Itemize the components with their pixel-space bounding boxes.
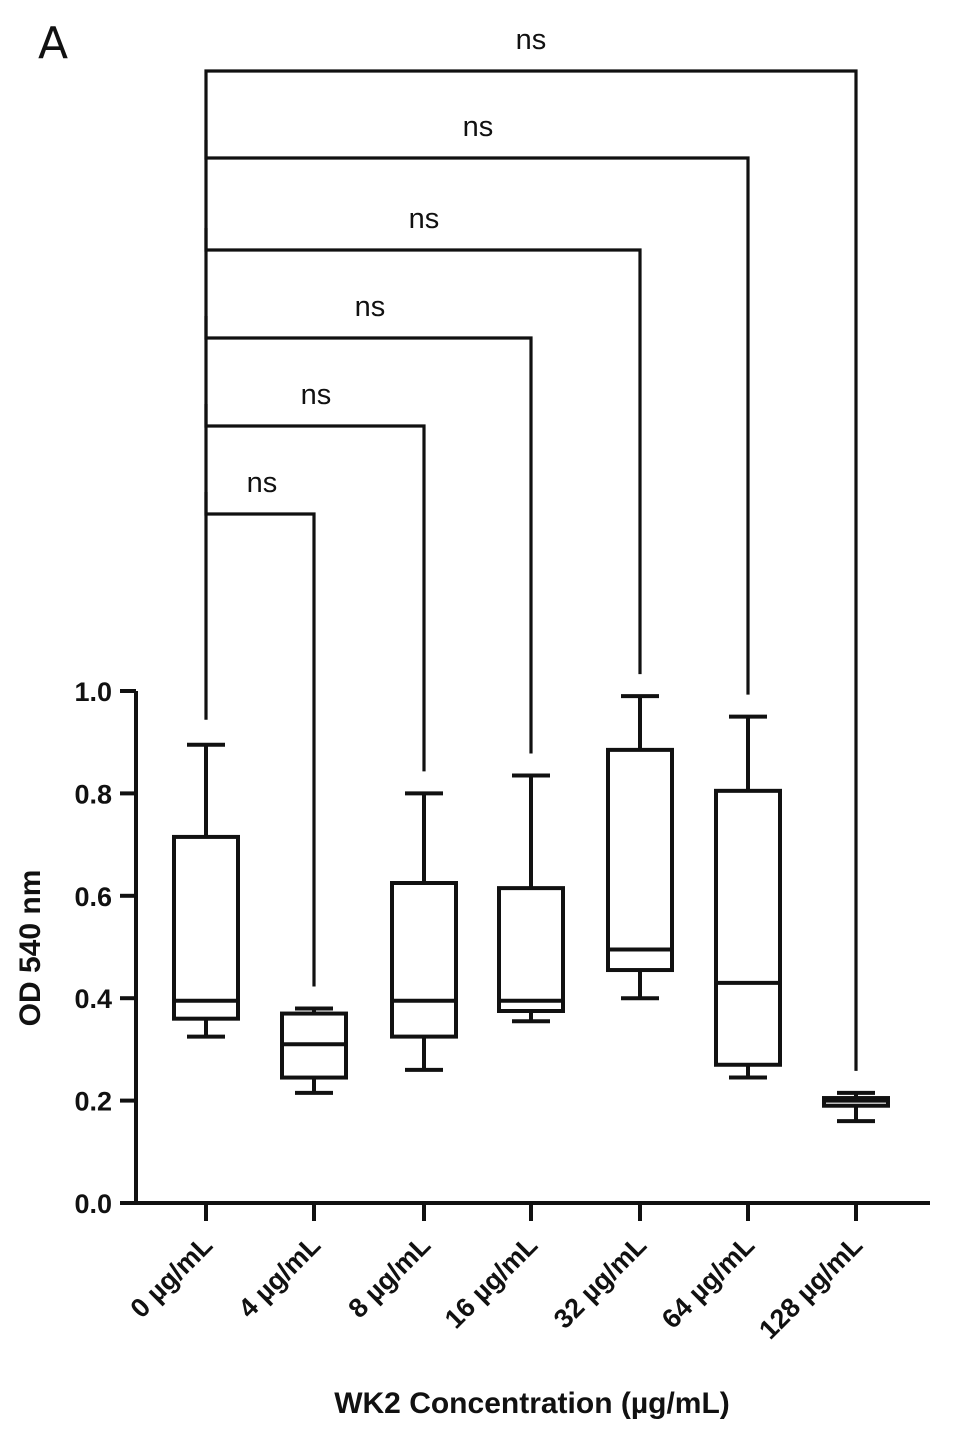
x-tick-label: 0 µg/mL <box>124 1230 218 1324</box>
y-tick-label: 0.4 <box>74 984 112 1014</box>
y-tick-label: 1.0 <box>74 677 112 707</box>
bracket-3: ns <box>204 291 533 754</box>
y-tick-label: 0.6 <box>74 882 112 912</box>
x-tick-label: 8 µg/mL <box>342 1230 436 1324</box>
significance-label: ns <box>247 467 278 499</box>
y-axis-title: OD 540 nm <box>14 870 47 1027</box>
y-tick-label: 0.2 <box>74 1087 112 1117</box>
box-iqr <box>172 834 240 1021</box>
x-tick-label: 32 µg/mL <box>548 1230 652 1334</box>
bracket-1: ns <box>204 467 316 987</box>
box-4 <box>497 773 565 1024</box>
significance-label: ns <box>463 111 494 143</box>
box-iqr <box>714 788 782 1067</box>
y-tick-label: 0.8 <box>74 779 112 809</box>
significance-label: ns <box>301 379 332 411</box>
bracket-line <box>204 140 750 695</box>
box-1 <box>172 742 240 1039</box>
bracket-line <box>204 69 858 1071</box>
box-iqr <box>390 881 458 1039</box>
y-tick-label: 0.0 <box>74 1189 112 1219</box>
panel-label: A <box>38 18 68 69</box>
significance-label: ns <box>355 291 386 323</box>
x-tick-label: 64 µg/mL <box>656 1230 760 1334</box>
box-6 <box>714 714 782 1080</box>
bracket-line <box>204 492 316 987</box>
box-2 <box>280 1006 348 1095</box>
x-axis-title: WK2 Concentration (µg/mL) <box>334 1387 730 1420</box>
box-iqr <box>497 886 565 1013</box>
box-5 <box>606 694 674 1001</box>
box-iqr <box>606 747 674 973</box>
bracket-6: ns <box>204 24 858 1071</box>
significance-label: ns <box>516 24 547 56</box>
bracket-5: ns <box>204 111 750 695</box>
box-series <box>172 694 890 1124</box>
box-3 <box>390 791 458 1072</box>
x-tick-label: 16 µg/mL <box>439 1230 543 1334</box>
x-tick-label: 128 µg/mL <box>753 1230 868 1345</box>
significance-label: ns <box>409 203 440 235</box>
x-tick-label: 4 µg/mL <box>232 1230 326 1324</box>
bracket-line <box>204 316 533 754</box>
box-7 <box>822 1090 890 1124</box>
significance-brackets: ns ns ns ns ns ns <box>204 24 858 1071</box>
